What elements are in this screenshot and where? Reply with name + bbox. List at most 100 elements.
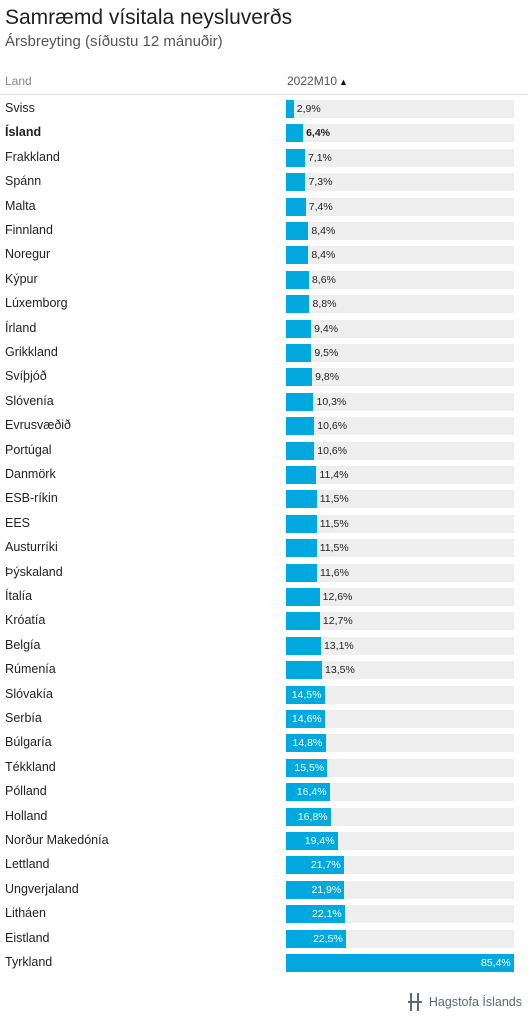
- sort-ascending-icon[interactable]: ▲: [339, 77, 348, 87]
- country-label: Finnland: [5, 223, 53, 237]
- table-row: Spánn 7,3%: [0, 170, 528, 194]
- bar-track: [286, 344, 514, 362]
- bar[interactable]: [286, 222, 309, 240]
- chart-title: Samræmd vísitala neysluverðs: [5, 6, 293, 29]
- country-label: Norður Makedónía: [5, 833, 109, 847]
- bar[interactable]: [286, 100, 294, 118]
- table-row: Lúxemborg 8,8%: [0, 292, 528, 316]
- value-label: 22,1%: [312, 908, 342, 921]
- table-row: Danmörk 11,4%: [0, 463, 528, 487]
- table-row: Evrusvæðið 10,6%: [0, 414, 528, 438]
- bar-track: [286, 148, 514, 167]
- table-row: Finnland 8,4%: [0, 219, 528, 243]
- bar[interactable]: [286, 270, 309, 289]
- bar[interactable]: [286, 466, 317, 484]
- table-row: Grikkland 9,5%: [0, 341, 528, 365]
- table-row: Búlgaría 14,8%: [0, 731, 528, 755]
- table-row: Belgía 13,1%: [0, 634, 528, 658]
- table-row: Svíþjóð 9,8%: [0, 365, 528, 389]
- value-label: 8,4%: [311, 225, 336, 237]
- bar[interactable]: [286, 319, 312, 338]
- bar[interactable]: [286, 685, 325, 704]
- bar-track: [286, 173, 514, 192]
- bar[interactable]: [286, 734, 326, 753]
- bar[interactable]: [286, 807, 331, 826]
- table-row: Sviss 2,9%: [0, 97, 528, 121]
- bar[interactable]: [286, 880, 345, 899]
- table-row: Króatía 12,7%: [0, 609, 528, 633]
- value-label: 8,4%: [311, 249, 336, 262]
- table-row: Slóvakía 14,5%: [0, 683, 528, 707]
- country-label: Belgía: [5, 637, 41, 652]
- bar[interactable]: [286, 173, 306, 192]
- bar[interactable]: [286, 344, 312, 362]
- table-row: Austurríki 11,5%: [0, 536, 528, 560]
- bar[interactable]: [286, 295, 310, 314]
- bar[interactable]: [286, 490, 317, 509]
- bar-track: [286, 758, 514, 777]
- column-header-period[interactable]: 2022M10 ▲: [287, 74, 348, 88]
- value-label: 21,9%: [311, 883, 342, 896]
- table-row: Þýskaland 11,6%: [0, 561, 528, 585]
- bar[interactable]: [286, 417, 315, 436]
- country-label: EES: [5, 515, 31, 530]
- value-label: 16,4%: [296, 786, 327, 799]
- bar-track: [286, 734, 514, 753]
- bar[interactable]: [286, 588, 320, 606]
- bar[interactable]: [286, 514, 317, 533]
- country-label: Noregur: [5, 247, 51, 262]
- bar[interactable]: [286, 197, 306, 216]
- value-label: 11,5%: [319, 517, 349, 530]
- value-label: 11,5%: [319, 542, 349, 555]
- bar[interactable]: [286, 148, 305, 167]
- bar-track: [286, 197, 514, 216]
- table-row: ESB-ríkin 11,5%: [0, 487, 528, 511]
- bar-track: [286, 466, 514, 484]
- bar[interactable]: [286, 783, 330, 802]
- value-label: 7,4%: [308, 200, 333, 213]
- bar[interactable]: [286, 612, 320, 631]
- bar[interactable]: [286, 905, 345, 924]
- value-label: 9,5%: [314, 347, 339, 359]
- table-row: Eistland 22,5%: [0, 927, 528, 951]
- bar-track: [286, 295, 514, 314]
- country-label: Ítalía: [5, 589, 33, 603]
- bar[interactable]: [286, 954, 514, 972]
- country-label: Spánn: [5, 174, 42, 189]
- bar[interactable]: [286, 368, 313, 387]
- bar-track: [286, 514, 514, 533]
- column-header-land[interactable]: Land: [5, 74, 32, 88]
- bar[interactable]: [286, 563, 317, 582]
- bar[interactable]: [286, 392, 314, 411]
- bar[interactable]: [286, 710, 325, 728]
- table-row: Portúgal 10,6%: [0, 439, 528, 463]
- bar[interactable]: [286, 758, 328, 777]
- value-label: 10,3%: [316, 395, 347, 408]
- table-row: Írland 9,4%: [0, 317, 528, 341]
- value-label: 15,5%: [294, 761, 325, 774]
- bar[interactable]: [286, 539, 317, 558]
- bar[interactable]: [286, 246, 309, 265]
- country-label: Búlgaría: [5, 735, 52, 750]
- table-row: Noregur 8,4%: [0, 243, 528, 267]
- value-label: 13,1%: [323, 639, 354, 652]
- country-label: Evrusvæðið: [5, 418, 71, 433]
- value-label: 13,5%: [325, 664, 355, 677]
- value-label: 7,3%: [308, 176, 333, 189]
- table-row: Ungverjaland 21,9%: [0, 878, 528, 902]
- bar[interactable]: [286, 124, 304, 143]
- bar[interactable]: [286, 441, 315, 460]
- bar[interactable]: [286, 832, 338, 850]
- bar[interactable]: [286, 929, 347, 948]
- country-label: Eistland: [5, 930, 50, 945]
- value-label: 22,5%: [313, 932, 343, 945]
- bar[interactable]: [286, 856, 344, 875]
- bar[interactable]: [286, 636, 321, 655]
- value-label: 6,4%: [306, 127, 331, 140]
- bar[interactable]: [286, 661, 323, 680]
- value-label: 14,6%: [291, 713, 322, 725]
- value-label: 12,7%: [322, 615, 353, 628]
- value-label: 19,4%: [304, 835, 335, 847]
- country-label: Írland: [5, 320, 37, 335]
- country-label: Svíþjóð: [5, 369, 47, 384]
